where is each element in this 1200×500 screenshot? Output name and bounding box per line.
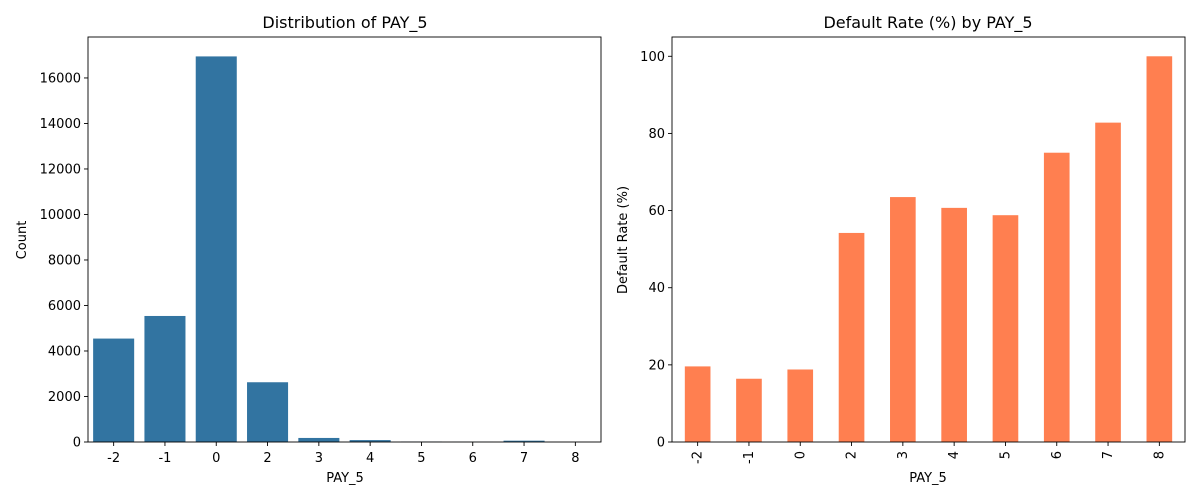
- x-tick-label: -2: [107, 451, 120, 466]
- x-tick-label: 5: [417, 451, 425, 466]
- y-tick-label: 20: [648, 358, 665, 373]
- x-tick-label: 4: [947, 451, 962, 459]
- x-tick-label: 2: [845, 451, 860, 459]
- x-tick-label: 7: [1101, 451, 1116, 459]
- bar-7: [1095, 122, 1121, 442]
- bars: [93, 56, 596, 442]
- bars: [684, 56, 1173, 442]
- y-tick-label: 40: [648, 281, 665, 296]
- chart-title: Distribution of PAY_5: [262, 13, 427, 33]
- bar--2: [93, 338, 135, 442]
- y-tick-label: 4000: [48, 344, 81, 359]
- x-ticks: -2 -1 0 2 3 4 5 6 7 8: [107, 442, 579, 466]
- bar--1: [736, 378, 762, 442]
- y-ticks: 0 2000 4000 6000 8000 10000 12000 14000 16000: [40, 71, 88, 451]
- y-axis-label: Default Rate (%): [616, 186, 631, 294]
- bar-2: [247, 382, 289, 442]
- y-tick-label: 80: [648, 127, 665, 142]
- y-tick-label: 10000: [40, 208, 81, 223]
- y-tick-label: 60: [648, 204, 665, 219]
- x-tick-label: 4: [366, 451, 374, 466]
- bar--1: [144, 315, 186, 442]
- y-tick-label: 0: [657, 436, 665, 451]
- x-tick-label: 0: [212, 451, 220, 466]
- bar-2: [838, 232, 865, 442]
- default-rate-chart: Default Rate (%) by PAY_5 PAY_5 Default …: [616, 13, 1186, 486]
- y-axis-label: Count: [15, 221, 30, 260]
- bar-8: [1146, 56, 1173, 442]
- bar-3: [298, 437, 340, 442]
- y-tick-label: 6000: [48, 299, 81, 314]
- y-tick-label: 12000: [40, 162, 81, 177]
- x-tick-label: 3: [315, 451, 323, 466]
- bar-4: [349, 440, 391, 442]
- x-tick-label: 8: [571, 451, 579, 466]
- x-tick-label: 6: [469, 451, 477, 466]
- x-tick-label: 3: [896, 451, 911, 459]
- count-chart: Distribution of PAY_5 PAY_5 Count 0 2000 4…: [15, 13, 602, 486]
- x-tick-label: 0: [793, 451, 808, 459]
- y-tick-label: 2000: [48, 390, 81, 405]
- x-tick-label: 6: [1050, 451, 1065, 459]
- y-tick-label: 14000: [40, 117, 81, 132]
- x-tick-label: 7: [520, 451, 528, 466]
- x-axis-label: PAY_5: [909, 471, 947, 486]
- bar-4: [941, 207, 967, 442]
- x-tick-label: 2: [263, 451, 271, 466]
- x-tick-label: 5: [998, 451, 1013, 459]
- bar-0: [787, 369, 814, 442]
- x-axis-label: PAY_5: [326, 471, 364, 486]
- bar--2: [684, 366, 711, 442]
- x-tick-label: -2: [691, 451, 706, 464]
- y-ticks: 0 20 40 60 80 100: [640, 50, 672, 451]
- chart-title: Default Rate (%) by PAY_5: [823, 13, 1032, 33]
- bar-3: [890, 197, 916, 442]
- y-tick-label: 0: [73, 436, 81, 451]
- bar-0: [195, 56, 237, 442]
- x-tick-label: 8: [1152, 451, 1167, 459]
- plot-frame: [87, 36, 602, 443]
- plot-frame: [671, 36, 1186, 443]
- x-tick-label: -1: [158, 451, 171, 466]
- bar-7: [503, 440, 545, 442]
- x-tick-label: -1: [742, 451, 757, 464]
- y-tick-label: 16000: [40, 71, 81, 86]
- y-tick-label: 8000: [48, 253, 81, 268]
- y-tick-label: 100: [640, 50, 665, 65]
- x-ticks: -2 -1 0 2 3 4 5 6 7 8: [691, 442, 1167, 464]
- bar-5: [992, 215, 1019, 442]
- bar-6: [1043, 152, 1070, 442]
